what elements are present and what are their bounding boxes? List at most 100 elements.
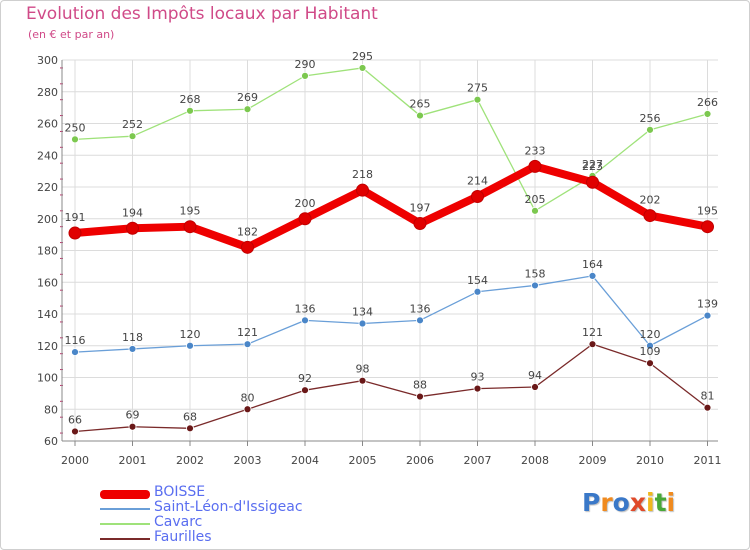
data-point (473, 384, 482, 393)
data-point (298, 212, 312, 226)
x-tick-label: 2009 (579, 454, 607, 467)
chart-title: Evolution des Impôts locaux par Habitant (26, 4, 378, 24)
data-label: 182 (237, 225, 258, 238)
data-label: 158 (525, 267, 546, 280)
data-point (186, 341, 194, 350)
y-tick-label: 200 (37, 213, 58, 226)
data-label: 80 (241, 391, 255, 404)
legend-swatch (100, 508, 150, 510)
logo-letter: i (666, 488, 676, 517)
legend-label: Faurilles (154, 529, 212, 545)
data-label: 154 (467, 274, 488, 287)
logo-letter: x (629, 488, 646, 517)
data-point (71, 135, 79, 144)
data-label: 295 (352, 50, 373, 63)
data-label: 256 (640, 112, 661, 125)
data-point (646, 359, 654, 368)
x-tick-label: 2003 (234, 454, 262, 467)
y-tick-label: 240 (37, 149, 58, 162)
data-point (416, 111, 424, 120)
data-point (701, 220, 714, 234)
data-point (243, 340, 252, 349)
data-point (531, 206, 539, 215)
x-tick-label: 2000 (61, 454, 89, 467)
data-point (128, 132, 137, 141)
series-line (71, 162, 712, 252)
data-label: 200 (295, 197, 316, 210)
data-point (703, 403, 712, 412)
data-point (186, 106, 194, 115)
data-label: 265 (410, 98, 431, 111)
legend-swatch (100, 538, 150, 540)
data-label: 121 (582, 326, 603, 339)
data-label: 92 (298, 372, 312, 385)
data-label: 66 (68, 413, 82, 426)
data-label: 195 (180, 205, 201, 218)
logo-letter: i (646, 488, 655, 517)
data-label: 136 (295, 302, 316, 315)
data-label: 269 (237, 91, 258, 104)
data-point (646, 341, 654, 350)
data-point (531, 281, 539, 290)
data-point (646, 125, 654, 134)
legend-swatch (100, 523, 150, 525)
data-point (358, 376, 367, 385)
data-point (531, 383, 539, 391)
logo-letter: o (612, 488, 630, 517)
data-point (128, 422, 137, 431)
data-point (703, 110, 712, 118)
x-tick-label: 2011 (694, 454, 722, 467)
data-label: 139 (697, 298, 718, 311)
y-tick-label: 260 (37, 118, 58, 131)
x-tick-label: 2006 (406, 454, 434, 467)
y-tick-label: 120 (37, 340, 58, 353)
data-label: 118 (122, 331, 143, 344)
data-label: 120 (640, 328, 661, 341)
data-point (586, 175, 599, 189)
series-line (74, 275, 709, 353)
data-point (528, 159, 542, 173)
x-tick-label: 2005 (349, 454, 377, 467)
y-tick-label: 180 (37, 245, 58, 258)
data-label: 88 (413, 379, 427, 392)
proxiti-logo: Proxiti (582, 488, 675, 517)
data-point (473, 95, 482, 104)
data-label: 121 (237, 326, 258, 339)
data-point (703, 311, 712, 320)
data-point (241, 240, 254, 254)
legend-swatch (100, 489, 150, 499)
data-label: 93 (471, 371, 485, 384)
data-label: 81 (701, 390, 715, 403)
x-tick-label: 2010 (636, 454, 664, 467)
data-point (416, 392, 424, 401)
series-line (74, 343, 709, 433)
data-label: 227 (582, 158, 603, 171)
data-label: 109 (640, 345, 661, 358)
data-label: 197 (410, 202, 431, 215)
data-label: 214 (467, 175, 488, 188)
y-tick-label: 280 (37, 86, 58, 99)
data-point (416, 316, 424, 325)
data-label: 69 (126, 409, 140, 422)
data-label: 275 (467, 82, 488, 95)
data-label: 266 (697, 96, 718, 109)
x-tick-label: 2002 (176, 454, 204, 467)
x-tick-label: 2008 (521, 454, 549, 467)
data-point (243, 105, 252, 114)
data-point (358, 319, 367, 328)
x-tick-label: 2001 (119, 454, 147, 467)
y-tick-label: 60 (44, 435, 58, 448)
data-point (183, 220, 197, 234)
data-label: 233 (525, 144, 546, 157)
data-label: 191 (65, 211, 86, 224)
data-point (356, 183, 369, 197)
y-tick-label: 300 (37, 54, 58, 67)
data-label: 194 (122, 206, 143, 219)
legend-label: Saint-Léon-d'Issigeac (154, 499, 303, 515)
y-tick-label: 160 (37, 276, 58, 289)
y-tick-label: 140 (37, 308, 58, 321)
data-label: 218 (352, 168, 373, 181)
y-tick-label: 100 (37, 372, 58, 385)
data-point (643, 209, 657, 223)
